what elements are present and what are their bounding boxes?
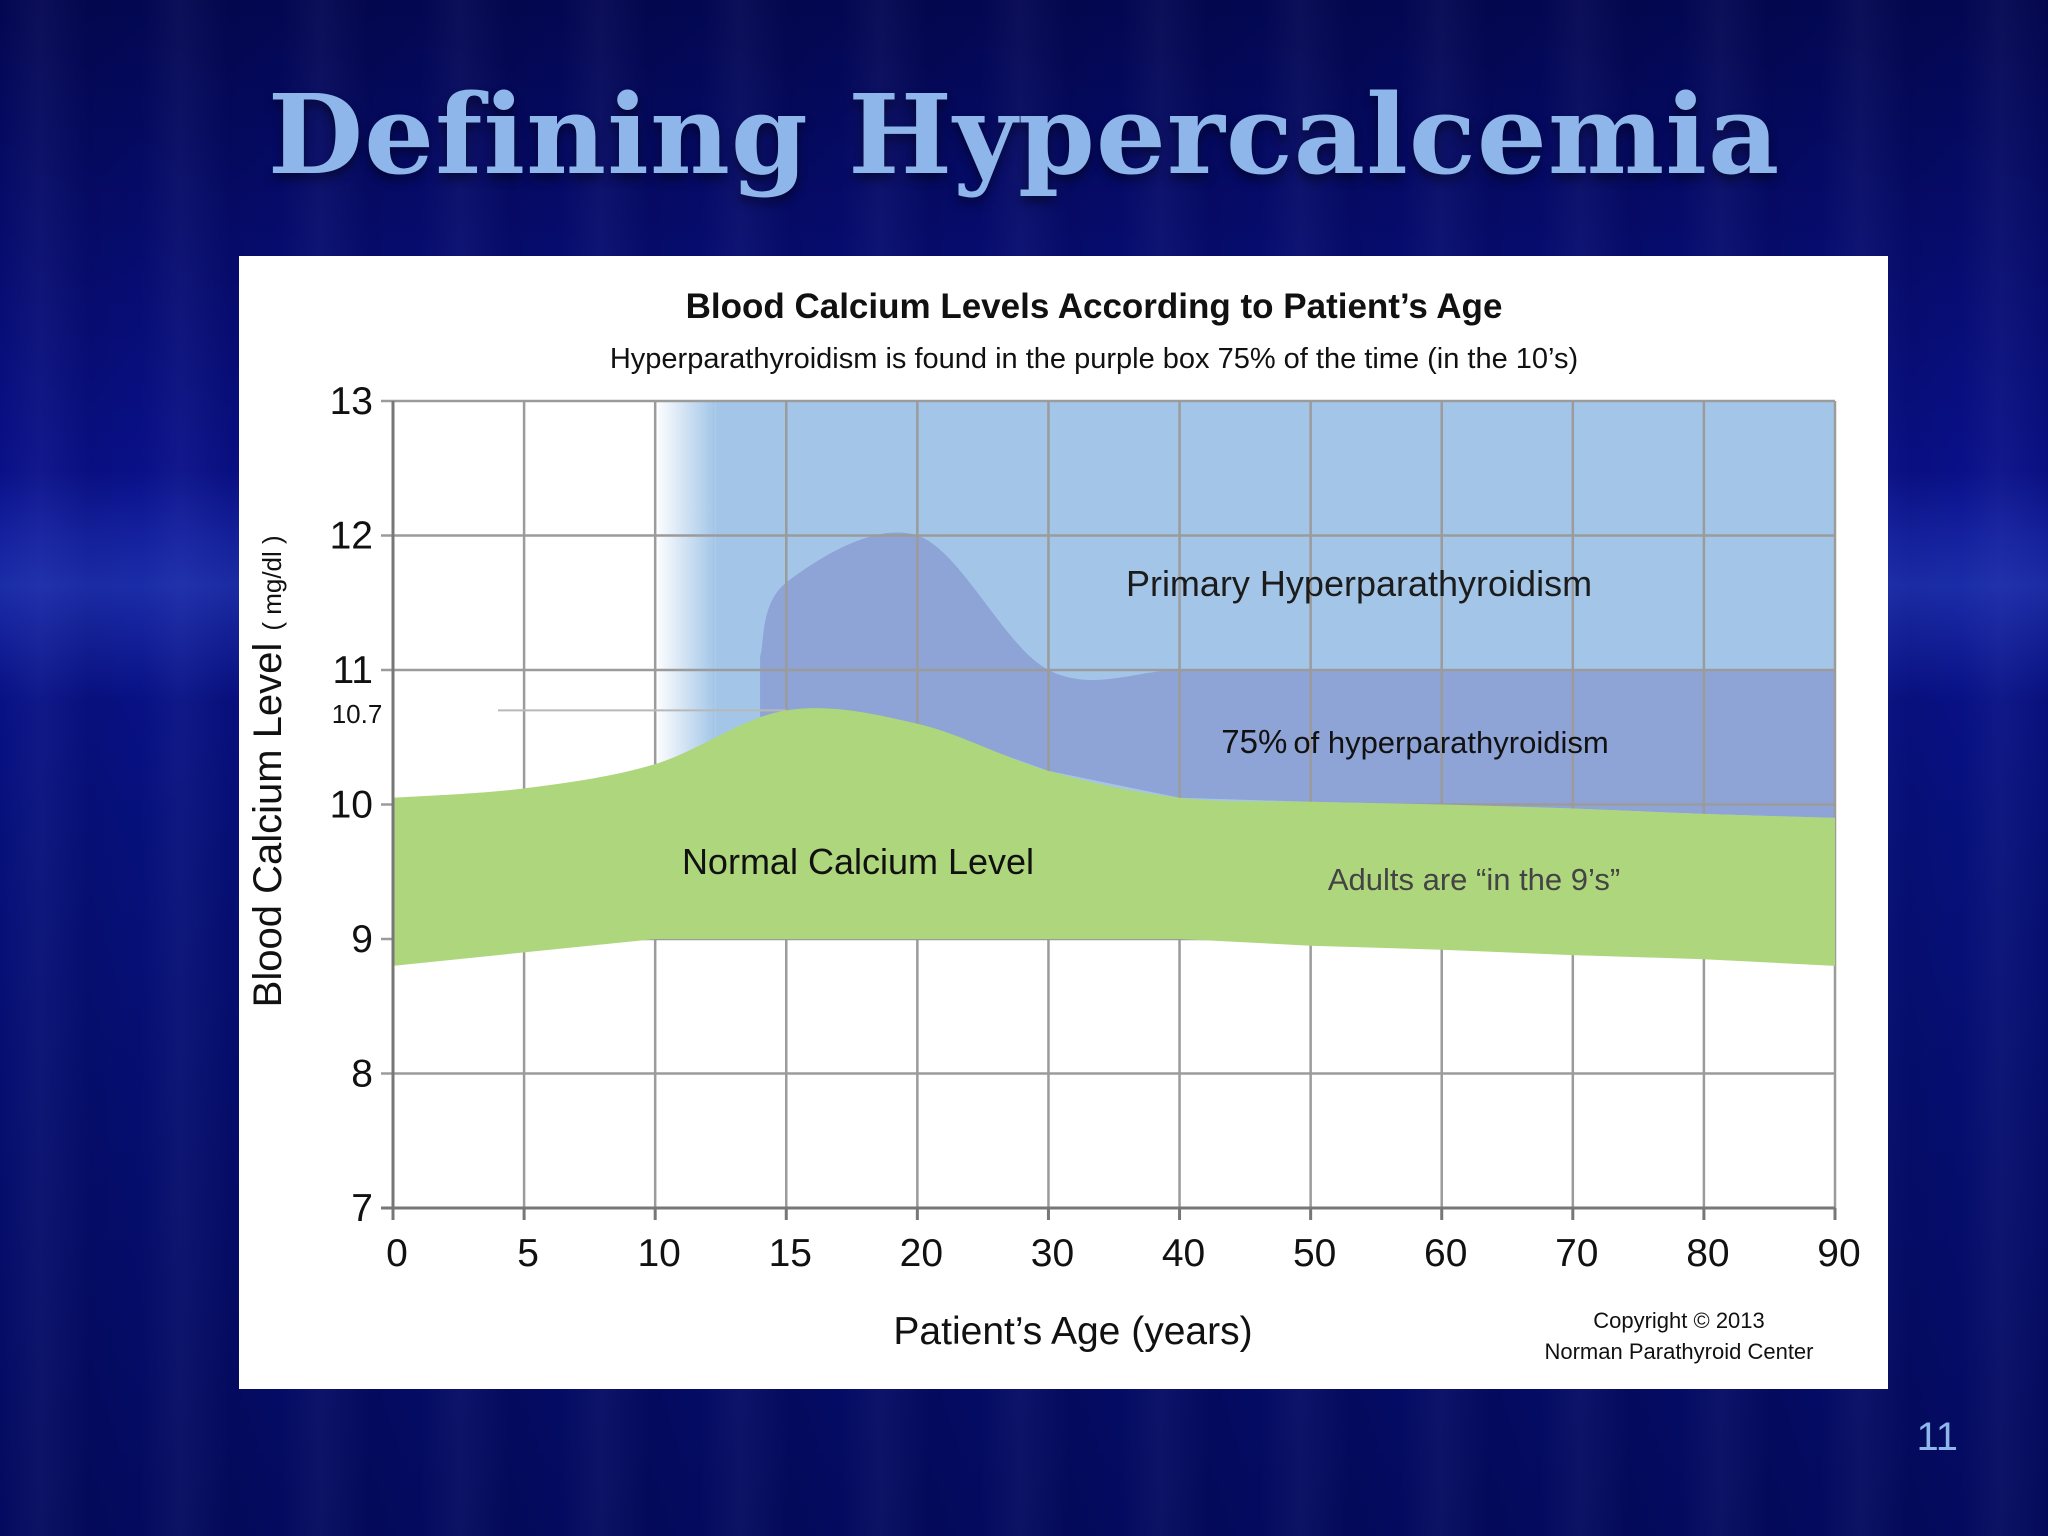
region-label-normal: Normal Calcium Level bbox=[682, 841, 1034, 882]
hpt-75-region bbox=[760, 532, 1835, 818]
chart-panel: 0 5 10 15 20 30 40 50 60 70 80 90 7 8 9 10 11 12 13 Blood … bbox=[239, 256, 1888, 1389]
region-label-75-text: of hyperparathyroidism bbox=[1293, 725, 1608, 760]
y-axis-label: Blood Calcium Level bbox=[246, 643, 290, 1008]
copyright-line-1: Copyright © 2013 bbox=[1593, 1308, 1765, 1333]
normal-calcium-band bbox=[393, 708, 1835, 966]
y-axis-units: ( mg/dl ) bbox=[257, 535, 287, 630]
x-tick-label: 15 bbox=[769, 1232, 812, 1275]
chart-title: Blood Calcium Levels According to Patien… bbox=[686, 287, 1503, 326]
y-tick-label: 11 bbox=[333, 649, 374, 692]
y-tick-label: 8 bbox=[351, 1053, 373, 1096]
x-axis-label: Patient’s Age (years) bbox=[893, 1310, 1252, 1353]
region-label-75-number: 75% bbox=[1221, 723, 1287, 760]
chart-subtitle: Hyperparathyroidism is found in the purp… bbox=[610, 343, 1578, 375]
copyright-line-2: Norman Parathyroid Center bbox=[1544, 1339, 1813, 1364]
x-tick-label: 10 bbox=[637, 1232, 680, 1275]
x-tick-label: 50 bbox=[1293, 1232, 1336, 1275]
x-tick-label: 90 bbox=[1817, 1232, 1860, 1275]
slide-title: Defining Hypercalcemia bbox=[267, 70, 1781, 199]
region-label-primary-hpt: Primary Hyperparathyroidism bbox=[1126, 563, 1592, 604]
region-label-adults: Adults are “in the 9’s” bbox=[1328, 862, 1620, 897]
x-tick-label: 20 bbox=[900, 1232, 943, 1275]
page-number: 11 bbox=[1916, 1415, 1958, 1459]
y-tick-label: 12 bbox=[330, 515, 373, 558]
y-tick-label: 13 bbox=[330, 380, 373, 423]
x-tick-label: 80 bbox=[1686, 1232, 1729, 1275]
x-tick-label: 70 bbox=[1555, 1232, 1598, 1275]
y-tick-label: 9 bbox=[351, 918, 373, 961]
y-tick-label: 10 bbox=[330, 784, 373, 827]
x-tick-label: 0 bbox=[386, 1232, 408, 1275]
calcium-chart: 0 5 10 15 20 30 40 50 60 70 80 90 7 8 9 10 11 12 13 Blood … bbox=[246, 287, 1861, 1364]
x-tick-label: 5 bbox=[517, 1232, 539, 1275]
x-tick-label: 60 bbox=[1424, 1232, 1467, 1275]
x-tick-label: 30 bbox=[1031, 1232, 1074, 1275]
region-label-75-percent: 75% of hyperparathyroidism bbox=[1221, 723, 1608, 760]
x-tick-label: 40 bbox=[1162, 1232, 1205, 1275]
y-tick-label: 7 bbox=[351, 1187, 373, 1230]
reference-line-label: 10.7 bbox=[332, 699, 383, 729]
